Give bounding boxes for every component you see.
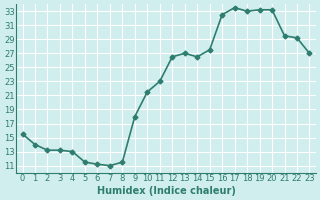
X-axis label: Humidex (Indice chaleur): Humidex (Indice chaleur): [97, 186, 236, 196]
